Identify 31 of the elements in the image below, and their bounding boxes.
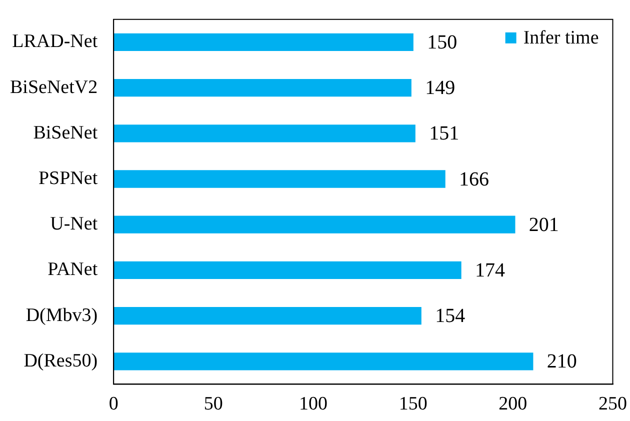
data-label: 150 bbox=[427, 31, 458, 54]
y-tick-label: U-Net bbox=[50, 214, 98, 235]
y-tick-label: D(Res50) bbox=[24, 350, 98, 372]
bar bbox=[114, 306, 422, 325]
bar bbox=[114, 352, 534, 370]
data-label: 154 bbox=[435, 305, 466, 328]
data-label: 174 bbox=[475, 259, 506, 282]
legend-label: Infer time bbox=[523, 27, 599, 48]
x-tick-label: 100 bbox=[299, 394, 328, 415]
y-tick-label: D(Mbv3) bbox=[26, 304, 98, 326]
data-label: 201 bbox=[528, 214, 559, 236]
data-label: 149 bbox=[425, 77, 456, 100]
y-tick-label: LRAD-Net bbox=[12, 31, 98, 52]
bar bbox=[114, 261, 462, 280]
bar bbox=[114, 78, 412, 97]
bar bbox=[114, 216, 516, 234]
y-tick-label: PANet bbox=[48, 259, 98, 280]
y-tick-label: BiSeNet bbox=[33, 122, 98, 144]
data-label: 166 bbox=[459, 168, 490, 190]
x-tick-label: 50 bbox=[204, 394, 223, 415]
data-label: 151 bbox=[429, 122, 460, 145]
data-label: 210 bbox=[546, 350, 577, 373]
x-tick-label: 0 bbox=[108, 394, 118, 415]
y-tick-label: PSPNet bbox=[38, 168, 98, 189]
x-tick-label: 250 bbox=[598, 394, 627, 415]
x-tick-label: 200 bbox=[498, 394, 528, 415]
bar bbox=[114, 170, 446, 188]
bar bbox=[114, 33, 414, 52]
bar bbox=[114, 124, 416, 142]
y-tick-label: BiSeNetV2 bbox=[10, 76, 98, 98]
x-tick-label: 150 bbox=[398, 394, 428, 415]
